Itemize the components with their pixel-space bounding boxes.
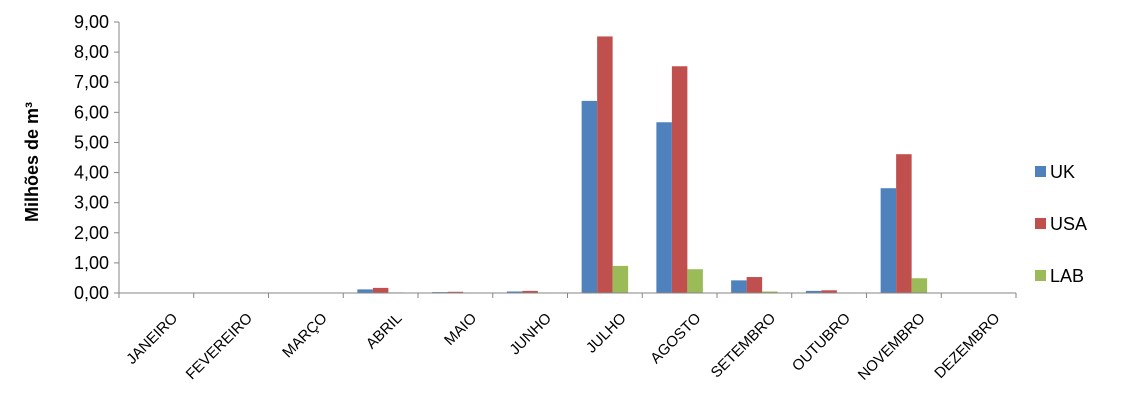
bar-usa-3 — [372, 287, 389, 293]
bar-usa-5 — [522, 290, 538, 293]
y-tick-label: 8,00 — [74, 42, 109, 62]
bar-usa-9 — [821, 290, 837, 293]
x-tick-label: AGOSTO — [647, 310, 704, 367]
bars — [357, 36, 928, 294]
bar-usa-7 — [671, 66, 688, 293]
y-tick-label: 9,00 — [74, 12, 109, 32]
bar-uk-9 — [805, 290, 822, 293]
x-tick-label: MAIO — [441, 310, 480, 349]
bar-usa-6 — [597, 36, 613, 293]
y-tick-label: 4,00 — [74, 163, 109, 183]
x-tick-label: SETEMBRO — [708, 310, 780, 382]
legend-label-lab: LAB — [1050, 266, 1084, 286]
bar-uk-8 — [731, 280, 747, 293]
x-tick-label: DEZEMBRO — [931, 310, 1003, 382]
bar-uk-10 — [880, 188, 897, 293]
legend-label-usa: USA — [1050, 214, 1087, 234]
x-tick-label: NOVEMBRO — [855, 310, 929, 384]
x-tick-label: JULHO — [583, 310, 630, 357]
x-tick-label: ABRIL — [363, 310, 406, 353]
y-tick-label: 3,00 — [74, 193, 109, 213]
x-tick-label: MARÇO — [279, 310, 331, 362]
x-tick-label: FEVEREIRO — [183, 310, 256, 383]
bar-lab-6 — [612, 265, 629, 293]
legend-swatch-usa — [1035, 218, 1046, 229]
y-axis-label: Milhões de m³ — [22, 102, 42, 222]
bar-uk-6 — [581, 100, 598, 293]
y-axis: 0,00 1,00 2,00 3,00 4,00 5,00 6,00 7,00 8,00 9,00 — [74, 12, 120, 303]
legend-swatch-lab — [1035, 270, 1046, 281]
bar-usa-8 — [746, 277, 763, 293]
legend-swatch-uk — [1035, 166, 1046, 177]
y-tick-label: 7,00 — [74, 72, 109, 92]
bar-lab-8 — [762, 291, 778, 293]
x-tick-label: JANEIRO — [123, 310, 181, 368]
y-tick-label: 0,00 — [74, 283, 109, 303]
bar-lab-7 — [687, 269, 703, 293]
bar-usa-10 — [896, 154, 912, 293]
y-tick-label: 5,00 — [74, 132, 109, 152]
legend: UK USA LAB — [1035, 162, 1087, 286]
y-tick-label: 1,00 — [74, 253, 109, 273]
x-axis: JANEIRO FEVEREIRO MARÇO ABRIL MAIO JUNHO JULHO… — [118, 292, 1017, 384]
x-tick-label: OUTUBRO — [789, 310, 854, 375]
y-tick-label: 6,00 — [74, 102, 109, 122]
bar-uk-3 — [357, 289, 373, 293]
bar-usa-4 — [447, 291, 464, 293]
bar-uk-7 — [656, 122, 672, 294]
x-tick-label: JUNHO — [506, 310, 555, 359]
bar-lab-10 — [911, 278, 928, 293]
bar-uk-5 — [506, 291, 523, 293]
legend-label-uk: UK — [1050, 162, 1075, 182]
y-tick-label: 2,00 — [74, 223, 109, 243]
